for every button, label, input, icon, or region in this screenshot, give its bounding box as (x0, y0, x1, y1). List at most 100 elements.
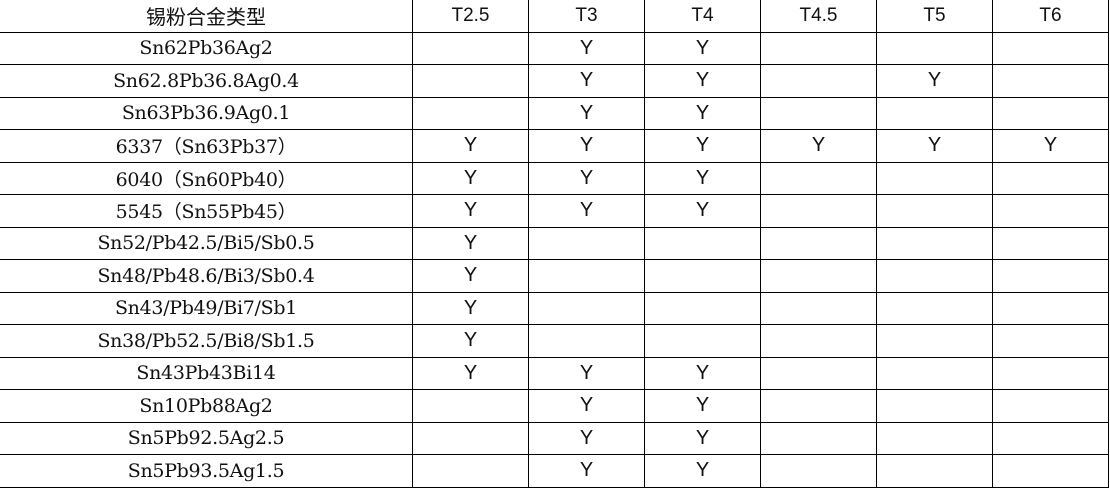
table-row: Sn10Pb88Ag2 Y Y (0, 389, 1109, 423)
support-cell (760, 389, 877, 423)
support-cell (760, 259, 877, 293)
support-cell (876, 356, 993, 390)
support-cell (528, 324, 645, 358)
support-cell (644, 259, 761, 293)
support-cell: Y (644, 31, 761, 65)
support-cell: Y (644, 161, 761, 195)
support-cell: Y (644, 356, 761, 390)
support-cell: Y (760, 129, 877, 163)
table-row: Sn43Pb43Bi14 Y Y Y (0, 356, 1109, 390)
support-cell (992, 96, 1109, 130)
support-cell: Y (528, 421, 645, 455)
header-row: 锡粉合金类型 T2.5 T3 T4 T4.5 T5 T6 (0, 0, 1109, 33)
support-cell (992, 64, 1109, 98)
support-cell (760, 31, 877, 65)
support-cell (876, 389, 993, 423)
support-cell (760, 356, 877, 390)
support-cell (992, 324, 1109, 358)
support-cell: Y (876, 129, 993, 163)
column-header: T2.5 (412, 0, 529, 33)
support-cell: Y (412, 161, 529, 195)
support-cell (412, 96, 529, 130)
support-cell (760, 64, 877, 98)
alloy-name-cell: Sn43Pb43Bi14 (0, 356, 413, 390)
alloy-name-cell: 6337（Sn63Pb37） (0, 129, 413, 163)
support-cell (412, 31, 529, 65)
support-cell: Y (992, 129, 1109, 163)
support-cell (760, 226, 877, 260)
alloy-name-cell: Sn63Pb36.9Ag0.1 (0, 96, 413, 130)
column-header: 锡粉合金类型 (0, 0, 413, 33)
column-header: T6 (992, 0, 1109, 33)
support-cell (528, 226, 645, 260)
support-cell (760, 194, 877, 228)
support-cell (760, 421, 877, 455)
table-row: 6337（Sn63Pb37） Y Y Y Y Y Y (0, 129, 1109, 163)
table-row: Sn62Pb36Ag2 Y Y (0, 31, 1109, 65)
support-cell (760, 291, 877, 325)
support-cell: Y (644, 389, 761, 423)
support-cell (876, 421, 993, 455)
table-row: Sn62.8Pb36.8Ag0.4 Y Y Y (0, 64, 1109, 98)
support-cell (992, 194, 1109, 228)
support-cell (876, 31, 993, 65)
support-cell (992, 226, 1109, 260)
column-header: T4 (644, 0, 761, 33)
alloy-name-cell: Sn52/Pb42.5/Bi5/Sb0.5 (0, 226, 413, 260)
support-cell: Y (528, 454, 645, 488)
support-cell (876, 259, 993, 293)
support-cell (412, 454, 529, 488)
support-cell (528, 291, 645, 325)
support-cell (876, 324, 993, 358)
table-row: Sn52/Pb42.5/Bi5/Sb0.5 Y (0, 226, 1109, 260)
support-cell (412, 421, 529, 455)
support-cell (644, 226, 761, 260)
table-row: Sn5Pb93.5Ag1.5 Y Y (0, 454, 1109, 488)
support-cell (876, 454, 993, 488)
support-cell: Y (644, 194, 761, 228)
table-row: Sn48/Pb48.6/Bi3/Sb0.4 Y (0, 259, 1109, 293)
alloy-name-cell: Sn62.8Pb36.8Ag0.4 (0, 64, 413, 98)
column-header: T4.5 (760, 0, 877, 33)
support-cell (760, 161, 877, 195)
support-cell: Y (412, 129, 529, 163)
support-cell: Y (644, 129, 761, 163)
column-header: T3 (528, 0, 645, 33)
table-row: Sn38/Pb52.5/Bi8/Sb1.5 Y (0, 324, 1109, 358)
alloy-name-cell: Sn10Pb88Ag2 (0, 389, 413, 423)
support-cell: Y (644, 96, 761, 130)
support-cell: Y (528, 161, 645, 195)
support-cell: Y (644, 421, 761, 455)
support-cell (876, 226, 993, 260)
support-cell: Y (412, 356, 529, 390)
alloy-name-cell: 5545（Sn55Pb45） (0, 194, 413, 228)
support-cell: Y (528, 31, 645, 65)
alloy-name-cell: Sn38/Pb52.5/Bi8/Sb1.5 (0, 324, 413, 358)
support-cell: Y (412, 226, 529, 260)
alloy-name-cell: Sn43/Pb49/Bi7/Sb1 (0, 291, 413, 325)
support-cell (876, 291, 993, 325)
support-cell (992, 291, 1109, 325)
support-cell (876, 161, 993, 195)
support-cell: Y (528, 96, 645, 130)
support-cell (876, 194, 993, 228)
support-cell: Y (528, 356, 645, 390)
support-cell: Y (528, 389, 645, 423)
support-cell (412, 64, 529, 98)
table-row: Sn5Pb92.5Ag2.5 Y Y (0, 421, 1109, 455)
alloy-name-cell: Sn5Pb92.5Ag2.5 (0, 421, 413, 455)
support-cell (644, 324, 761, 358)
support-cell (644, 291, 761, 325)
table-row: Sn63Pb36.9Ag0.1 Y Y (0, 96, 1109, 130)
table-row: 6040（Sn60Pb40） Y Y Y (0, 161, 1109, 195)
support-cell: Y (876, 64, 993, 98)
support-cell (760, 454, 877, 488)
alloy-name-cell: Sn48/Pb48.6/Bi3/Sb0.4 (0, 259, 413, 293)
support-cell (760, 96, 877, 130)
support-cell (992, 454, 1109, 488)
support-cell: Y (412, 259, 529, 293)
support-cell (992, 259, 1109, 293)
support-cell: Y (528, 64, 645, 98)
support-cell: Y (412, 324, 529, 358)
